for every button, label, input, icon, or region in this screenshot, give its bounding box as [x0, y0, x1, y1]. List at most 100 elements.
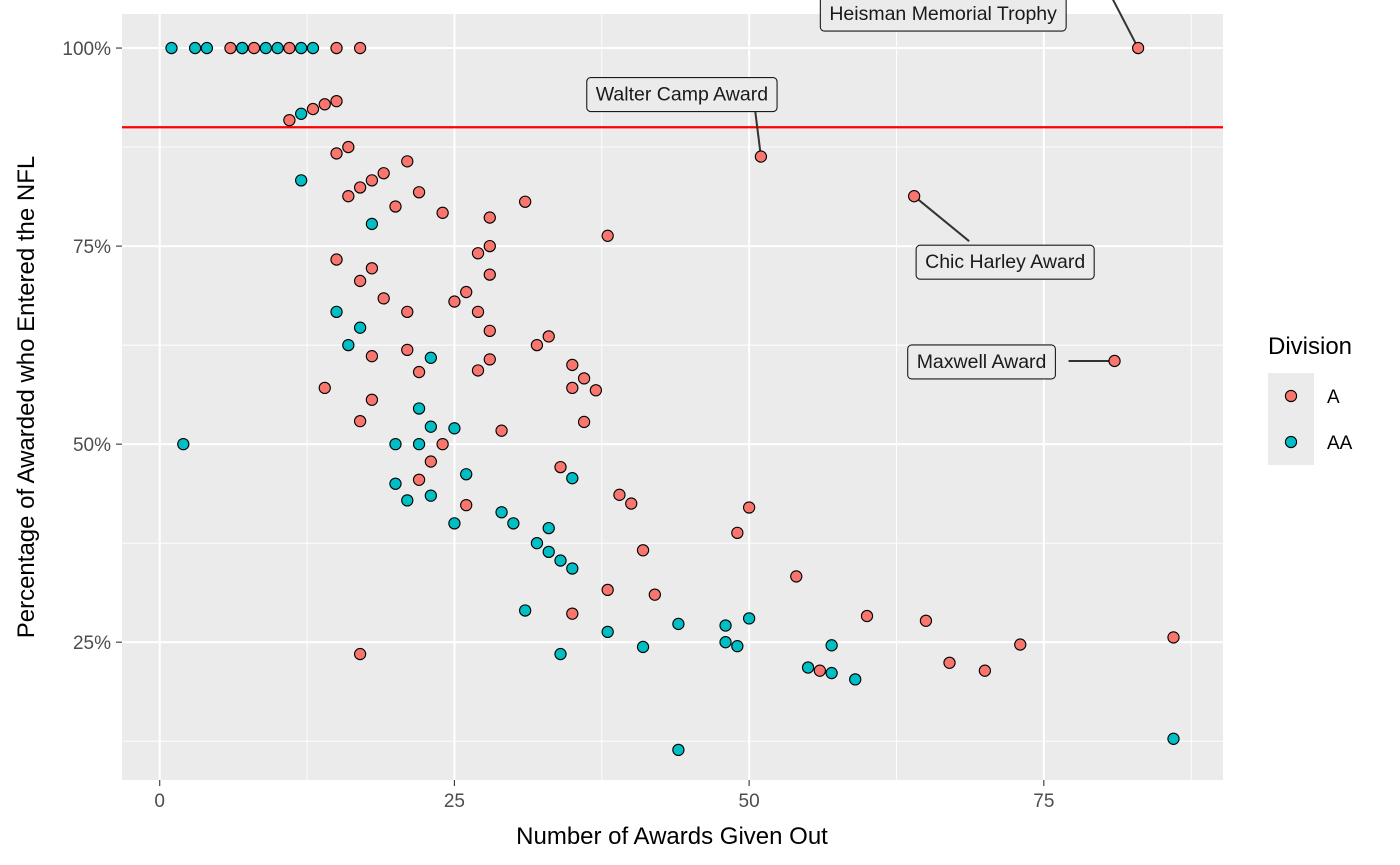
data-points: [165, 41, 1180, 757]
data-point-aa: [542, 521, 555, 535]
legend-title: Division: [1268, 333, 1352, 360]
data-point-a: [365, 350, 379, 363]
data-point-a: [483, 324, 496, 338]
data-point-aa: [530, 536, 544, 550]
data-point-aa: [424, 420, 437, 433]
data-point-a: [460, 285, 473, 299]
data-point-aa: [518, 604, 532, 617]
data-point-aa: [236, 41, 249, 55]
data-point-a: [412, 186, 426, 199]
data-point-a: [377, 167, 390, 180]
data-point-aa: [566, 562, 579, 575]
data-point-aa: [401, 494, 414, 507]
data-point-a: [330, 253, 343, 266]
data-point-aa: [200, 41, 214, 55]
annotation-box: [915, 244, 1095, 280]
data-point-a: [813, 664, 827, 677]
data-point-a: [365, 262, 379, 275]
data-point-a: [1108, 354, 1121, 368]
y-tick-label: 75%: [73, 237, 111, 258]
data-point-aa: [295, 174, 308, 187]
data-point-aa: [507, 517, 520, 530]
data-point-a: [353, 274, 367, 288]
annotation-label: Maxwell Award: [907, 344, 1056, 380]
data-point-a: [318, 381, 331, 395]
annotation-box: [586, 77, 778, 113]
annotation-leader-line: [753, 108, 762, 157]
data-point-a: [483, 353, 496, 366]
data-point-a: [566, 381, 579, 395]
data-point-a: [1014, 638, 1027, 651]
data-point-aa: [412, 437, 426, 451]
data-point-a: [424, 455, 437, 468]
data-point-a: [566, 607, 579, 620]
data-point-a: [566, 358, 579, 372]
y-axis-title: Percentage of Awarded who Entered the NF…: [13, 156, 40, 639]
data-point-aa: [271, 41, 284, 55]
data-point-a: [471, 364, 485, 377]
data-point-a: [577, 372, 591, 385]
data-point-a: [330, 147, 343, 160]
data-point-a: [401, 343, 414, 357]
data-point-aa: [731, 639, 744, 653]
data-point-a: [283, 113, 296, 127]
data-point-aa: [165, 41, 178, 55]
data-point-a: [436, 437, 449, 451]
data-point-aa: [849, 673, 862, 686]
data-point-aa: [719, 619, 732, 632]
data-point-aa: [412, 402, 426, 415]
x-tick-label: 50: [739, 791, 760, 812]
data-point-a: [330, 41, 343, 55]
data-point-a: [601, 583, 614, 597]
data-point-a: [342, 140, 355, 154]
data-point-a: [401, 155, 414, 168]
annotation-label: Walter Camp Award: [586, 77, 778, 113]
data-point-a: [518, 195, 532, 208]
data-point-a: [377, 292, 390, 305]
data-point-aa: [424, 351, 437, 364]
data-point-a: [943, 656, 956, 669]
y-tick-label: 100%: [62, 39, 111, 60]
data-point-a: [577, 415, 591, 429]
annotation-leader-line: [1112, 0, 1140, 49]
legend-key-aa: [1284, 435, 1298, 449]
y-axis-ticks: 25% 50% 75% 100%: [62, 39, 122, 654]
data-point-a: [365, 174, 379, 187]
data-point-a: [495, 424, 508, 437]
data-point-aa: [495, 506, 508, 519]
data-point-a: [636, 544, 650, 557]
x-axis-title: Number of Awards Given Out: [516, 823, 828, 850]
data-point-aa: [306, 41, 320, 55]
data-point-a: [908, 190, 921, 203]
data-point-aa: [177, 437, 190, 451]
data-point-a: [412, 473, 426, 486]
data-point-a: [224, 41, 237, 55]
data-point-aa: [353, 321, 367, 334]
data-point-a: [471, 305, 485, 318]
y-tick-label: 25%: [73, 633, 111, 654]
annotation-labels: Walter Camp Award Heisman Memorial Trophy…: [586, 0, 1095, 380]
data-point-a: [448, 295, 461, 308]
data-point-a: [860, 609, 874, 623]
annotation-text: Walter Camp Award: [596, 84, 768, 106]
x-tick-label: 0: [154, 791, 165, 812]
data-point-a: [483, 211, 496, 224]
data-point-aa: [295, 41, 308, 55]
data-point-a: [648, 588, 661, 601]
legend-label-aa: AA: [1327, 433, 1353, 454]
data-point-a: [790, 570, 803, 583]
legend-key-background: [1268, 373, 1314, 465]
plot-panel: [122, 14, 1223, 780]
data-point-a: [342, 190, 355, 203]
data-point-aa: [295, 107, 308, 120]
data-point-aa: [342, 338, 355, 352]
data-point-aa: [719, 636, 732, 649]
x-axis-ticks: 0 25 50 75: [154, 780, 1054, 812]
data-point-a: [471, 247, 485, 260]
data-point-a: [247, 41, 261, 55]
data-point-aa: [389, 477, 402, 490]
data-point-a: [353, 647, 367, 661]
data-point-a: [530, 338, 544, 352]
data-point-a: [978, 664, 992, 677]
